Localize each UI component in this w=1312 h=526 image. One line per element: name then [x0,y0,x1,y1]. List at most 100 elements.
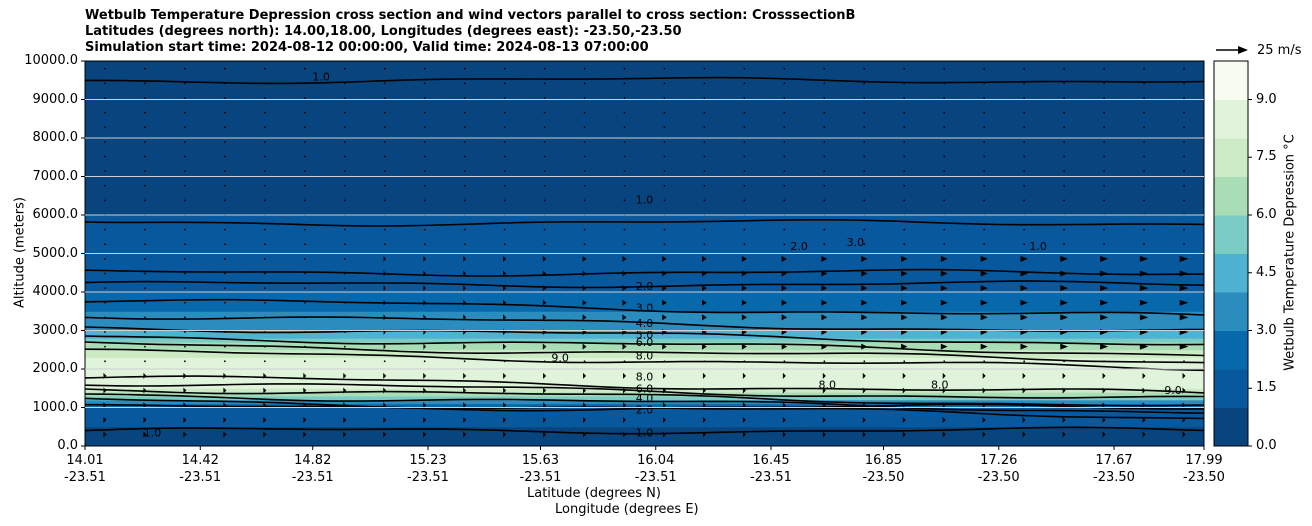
wind-vector [184,82,186,85]
wind-vector [503,416,507,423]
wind-vector [1063,199,1066,202]
wind-vector [823,111,826,114]
wind-vector [144,257,146,260]
wind-vector [144,360,146,363]
wind-vector [543,111,546,114]
wind-vector [543,243,546,246]
wind-vector [823,228,826,231]
wind-vector [943,360,946,363]
wind-vector [463,97,466,99]
wind-vector [104,126,106,129]
wind-vector [263,416,267,423]
filled-contour-band [85,369,1204,374]
x-tick-latitude: 14.82 [294,453,332,468]
wind-vector [940,343,948,350]
wind-vector [543,431,547,438]
wind-vector [463,140,466,143]
wind-vector [303,243,306,246]
wind-vector [1023,82,1026,85]
wind-vector [463,255,467,262]
wind-vector [343,243,346,246]
wind-vector [463,314,467,321]
wind-vector [823,82,826,85]
x-tick-label: 15.63 -23.51 [505,452,575,486]
wind-vector [463,82,466,85]
filled-contour-band [85,230,1204,235]
wind-vector [783,155,786,158]
wind-vector [662,299,667,306]
wind-vector [1062,416,1066,423]
wind-vector [861,343,868,350]
wind-vector [383,402,387,409]
filled-contour-band [85,222,1204,228]
colorbar-segment [1214,311,1248,331]
contour-label: 1.0 [144,427,162,440]
wind-vector [901,299,908,306]
wind-vector [1183,126,1185,129]
filled-contour-band [85,345,1204,351]
wind-vector [463,402,467,409]
wind-vector [463,199,466,202]
wind-vector [940,299,948,306]
wind-vector [343,431,347,438]
colorbar-segment [1214,99,1248,120]
filled-contour-band [85,257,1204,262]
wind-vector [184,155,186,158]
wind-vector [184,228,186,231]
wind-vector [583,170,586,173]
wind-vector [743,111,746,114]
wind-vector [1142,387,1146,394]
wind-vector [702,402,706,409]
wind-vector [742,372,746,379]
filled-contour-band [85,411,1204,416]
wind-vector [223,199,226,202]
wind-vector [104,257,106,260]
wind-vector [823,140,826,143]
wind-vector [1023,67,1026,70]
wind-vector [383,82,386,85]
wind-vector [1022,372,1026,379]
wind-vector [1139,343,1149,350]
filled-contour-band [85,84,1204,89]
wind-vector [383,270,386,277]
wind-vector [823,243,826,246]
wind-vector [663,111,666,114]
x-tick-label: 16.45 -23.51 [736,452,806,486]
filled-contour-band [85,245,1204,251]
wind-vector [303,301,306,304]
wind-vector [663,170,666,173]
wind-vector [263,199,266,202]
wind-vector [383,111,386,114]
wind-vector [104,97,106,99]
wind-vector [223,372,227,379]
wind-vector [743,140,746,143]
wind-vector [583,67,586,70]
wind-vector [184,111,186,114]
wind-vector [1023,155,1026,158]
filled-contour-band [85,241,1204,247]
contour-label: 8.0 [636,371,654,384]
wind-vector [184,287,186,290]
wind-vector [383,360,386,363]
x-tick-latitude: 15.63 [521,453,560,468]
wind-vector [862,387,866,394]
filled-contour-band [85,434,1204,439]
wind-vector [662,431,666,438]
x-tick-label: 17.26 -23.50 [964,452,1034,486]
contour-line [85,268,1204,277]
filled-contour-band [85,311,1204,316]
wind-vector [1103,67,1105,70]
wind-vector [863,170,866,173]
wind-vector [1062,402,1066,409]
x-tick-label: 14.42 -23.51 [165,452,235,486]
wind-vector [983,82,986,85]
filled-contour-band [85,80,1204,85]
x-tick-latitude: 16.45 [752,453,790,468]
x-tick-label: 17.67 -23.50 [1079,452,1149,486]
x-axis-label-latitude: Latitude (degrees N) [527,486,661,501]
contour-line [85,219,1204,227]
wind-vector [702,343,707,350]
wind-vector [623,111,626,114]
wind-vector [423,170,426,173]
